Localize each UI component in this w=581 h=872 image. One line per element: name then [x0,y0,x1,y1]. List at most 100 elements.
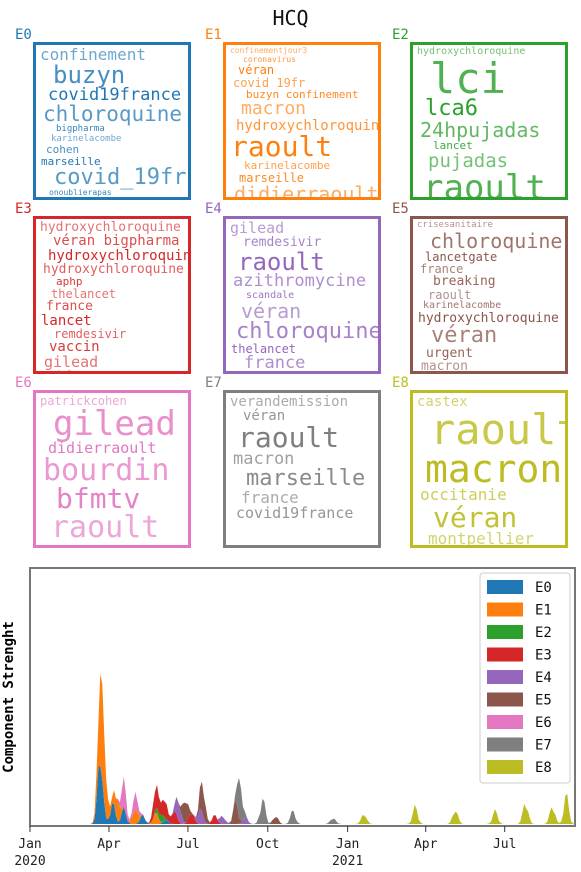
cloud-word: raoult [51,510,160,546]
x-tick-label: Jul [493,837,516,852]
cloud-word: montpellier [428,529,534,548]
cloud-word: confinementjour3 [230,46,308,55]
cloud-word: aphp [56,275,83,289]
cloud-word: véran bigpharma [53,233,180,250]
cloud-word: occitanie [420,485,507,505]
cloud-word: pujadas [428,149,509,172]
cloud-word: covid_19fr [54,165,187,191]
cloud-word: patrickcohen [40,394,127,408]
cloud-word: covid19france [48,85,182,105]
legend-label-e6: E6 [535,715,552,731]
cloud-word: lancetgate [425,249,498,264]
cloud-word: coronavirus [243,54,296,64]
panel-label-e0: E0 [15,27,32,43]
legend-label-e7: E7 [535,738,552,754]
cloud-word: gilead [230,219,285,237]
cloud-word: marseille [41,154,101,168]
wordcloud-e2: hydroxychloroquine lci lca6 24hpujadas lance… [410,42,568,200]
cloud-word: véran [241,299,302,324]
x-tick-label: Apr [414,837,438,852]
cloud-word: macron [425,447,563,492]
legend-swatch-e6 [487,715,523,729]
cloud-word: lci [430,53,506,103]
cloud-word: remdesivir [54,326,127,341]
legend-label-e0: E0 [535,580,552,596]
cloud-word: raoult [238,247,325,276]
cloud-word: cohen [46,143,80,157]
wordcloud-e1: confinementjour3 coronavirus véran covid 19… [223,42,381,200]
cloud-word: raoult [238,420,340,454]
x-tick-year-label: 2021 [332,854,363,869]
cloud-word: raoult [423,167,546,200]
cloud-word: remdesivir [243,235,322,251]
cloud-word: bfmtv [57,370,93,371]
cloud-word: bfmtv [56,482,141,516]
cloud-word: confinement [40,45,146,64]
cloud-word: macron [241,98,307,120]
x-tick-label: Oct [256,837,279,852]
cloud-word: macron [233,449,295,470]
x-tick-label: Jan [18,837,41,852]
y-axis-label: Component Strenght [1,621,17,773]
legend-label-e4: E4 [535,670,552,686]
cloud-word: véran [243,408,286,425]
cloud-word: urgent [426,345,473,361]
panel-label-e4: E4 [205,201,222,217]
figure-title: HCQ [272,6,309,30]
legend-swatch-e4 [487,670,523,684]
cloud-word: hydroxychloroquine [417,46,526,57]
panel-label-e2: E2 [392,27,409,43]
x-tick-label: Jan [336,837,359,852]
wordcloud-e0: confinement buzyn covid19france chloroquine… [33,42,191,200]
cloud-word: buzyn [53,61,126,90]
cloud-word: france [244,353,306,374]
cloud-word: karinelacombe [51,133,122,144]
cloud-word: chloroquine [43,102,183,127]
cloud-word: gilead [53,404,176,445]
wordcloud-e3: hydroxychloroquine véran bigpharma hydroxy… [33,216,191,374]
panel-label-e3: E3 [15,201,32,217]
cloud-word: hydroxychloroquine [236,117,381,134]
cloud-word: thelancet [51,286,117,301]
panel-label-e7: E7 [205,375,222,391]
cloud-word: covid19france [236,504,354,523]
legend-label-e3: E3 [535,648,552,664]
legend-swatch-e1 [487,602,523,617]
cloud-word: raoult [430,405,568,455]
cloud-word: azithromycine [233,271,367,292]
cloud-word: chloroquine [430,228,563,253]
cloud-word: lancet [433,139,473,153]
legend-swatch-e7 [487,737,523,752]
cloud-word: scandale [246,289,295,301]
cloud-word: crisesanitaire [417,220,493,230]
cloud-word: véran [433,500,518,534]
cloud-word: france [241,488,299,508]
cloud-word: raoult [231,129,333,163]
cloud-word: chloroquine [236,319,381,345]
cloud-word: buzyn confinement [246,88,359,101]
panel-label-e1: E1 [205,27,222,43]
cloud-word: véran [431,322,498,348]
cloud-word: lancet [41,312,92,329]
legend-swatch-e0 [487,580,523,594]
cloud-word: hydroxychloroquine [43,261,184,277]
cloud-word: karinelacombe [423,300,502,312]
cloud-word: covid 19fr [233,75,306,90]
cloud-word: onoublierapas [49,188,112,197]
legend-label-e2: E2 [535,625,552,641]
cloud-word: thelancet [231,341,297,356]
cloud-word: véran [238,63,275,78]
cloud-word: france [46,299,93,315]
x-tick-label: Jul [176,837,199,852]
x-axis: Jan 2020 Apr Jul Oct Jan 2021 Apr Jul [14,826,516,869]
legend-label-e1: E1 [535,603,552,619]
wordcloud-e5: crisesanitaire chloroquine lancetgate franc… [410,216,568,374]
legend-swatch-e3 [487,647,523,662]
wordcloud-e7: verandemission véran raoult macron marseille… [223,390,381,548]
legend: E0 E1 E2 E3 E4 E5 E6 E7 E8 [479,572,571,784]
panel-label-e5: E5 [392,201,409,217]
wordcloud-e4: gilead remdesivir raoult azithromycine scand… [223,216,381,374]
cloud-word: castex [417,394,468,410]
x-tick-label: Apr [97,837,121,852]
